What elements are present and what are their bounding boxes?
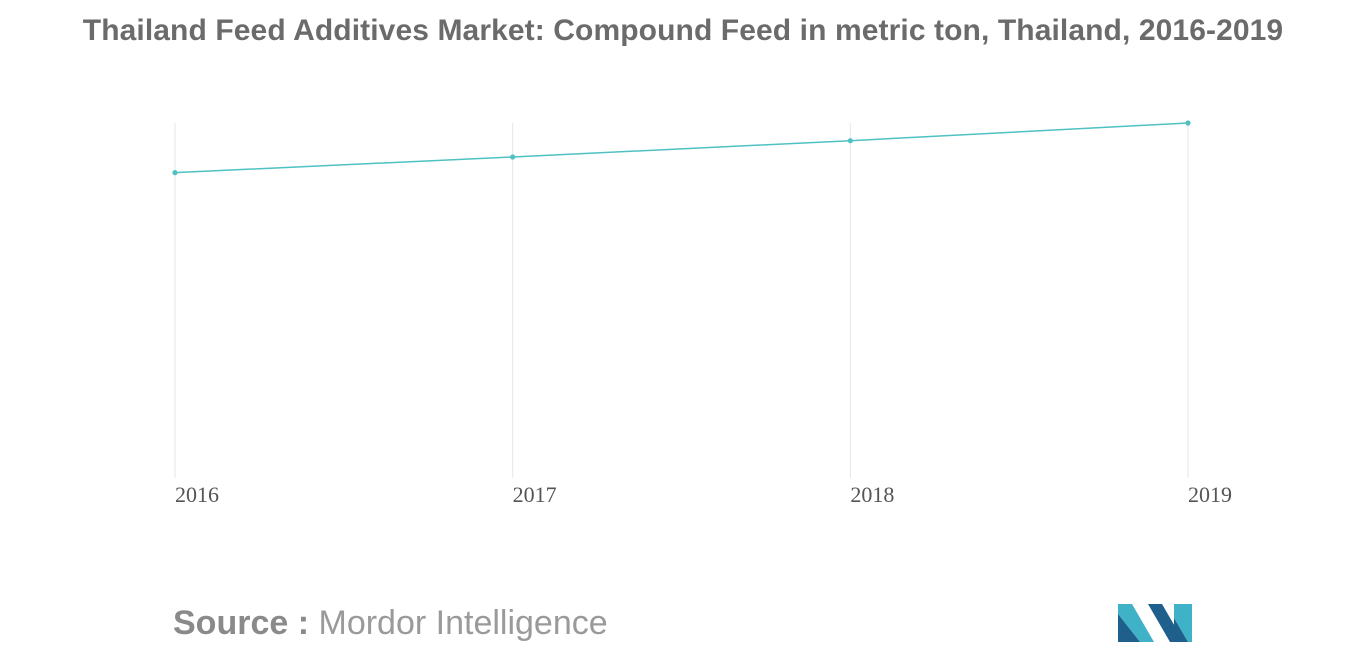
x-axis-tick-labels: 2016 2017 2018 2019 — [175, 482, 1232, 507]
source-label: Source : — [173, 604, 310, 642]
logo-right-bar — [1174, 604, 1192, 642]
chart-title: Thailand Feed Additives Market: Compound… — [82, 14, 1284, 47]
data-point-2019[interactable] — [1185, 120, 1191, 126]
logo-right-foot — [1174, 618, 1188, 642]
source-note: Source : Mordor Intelligence — [173, 604, 608, 643]
series-layer — [172, 120, 1191, 176]
data-point-2017[interactable] — [510, 154, 516, 160]
series-line — [174, 122, 1189, 174]
data-point-2018[interactable] — [847, 138, 853, 144]
mordor-intelligence-logo-icon — [1118, 604, 1192, 642]
x-tick-label: 2019 — [1188, 482, 1232, 507]
x-tick-label: 2016 — [175, 482, 219, 507]
data-point-2016[interactable] — [172, 170, 178, 176]
logo-left-stroke — [1118, 604, 1154, 642]
logo-left-foot — [1118, 614, 1140, 642]
gridlines — [174, 123, 1189, 478]
x-tick-label: 2017 — [513, 482, 557, 507]
x-tick-label: 2018 — [850, 482, 894, 507]
source-name: Mordor Intelligence — [318, 604, 608, 642]
